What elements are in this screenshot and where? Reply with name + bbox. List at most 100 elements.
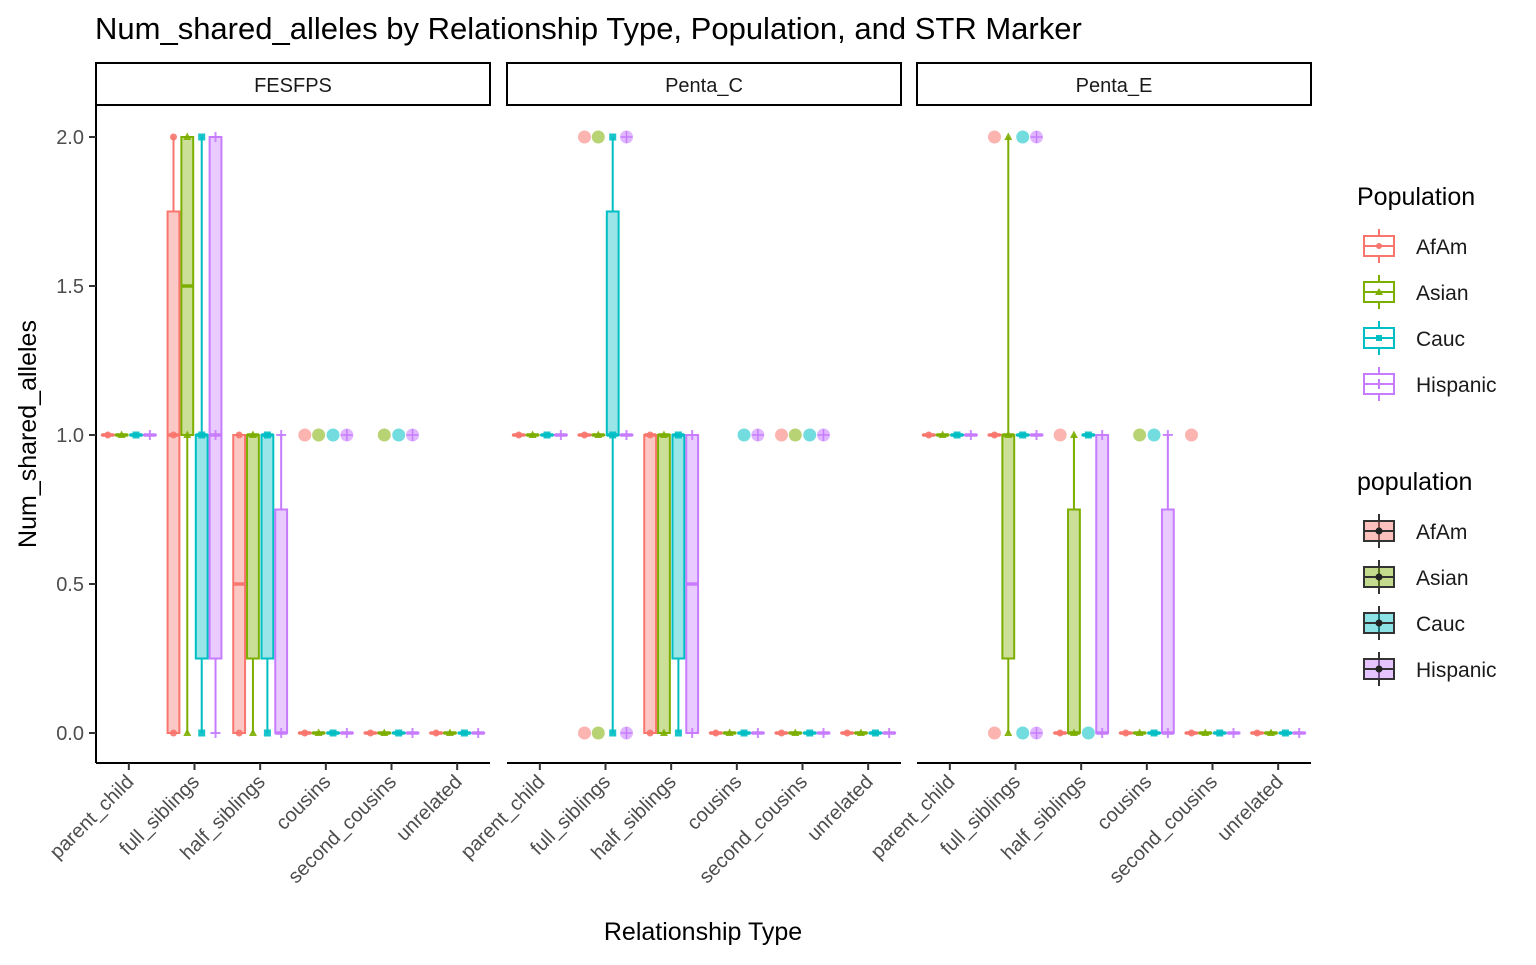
facet-strip (506, 62, 902, 106)
data-point-circle (1122, 729, 1130, 737)
data-point-circle (169, 729, 177, 737)
legend-item-label: Hispanic (1416, 374, 1497, 397)
y-tick-label: 0.0 (56, 723, 84, 745)
data-point-circle (235, 431, 243, 439)
outlier-point (774, 428, 788, 442)
outlier-point (1184, 428, 1198, 442)
data-point-circle (1253, 729, 1261, 737)
legend-key-marker (1375, 619, 1383, 627)
box-body (1095, 434, 1110, 734)
y-tick-label: 2.0 (56, 127, 84, 149)
data-point-triangle (1069, 728, 1078, 736)
data-point-square (871, 729, 879, 737)
outlier-point (1053, 428, 1067, 442)
outlier-point (577, 130, 591, 144)
data-point-square (543, 431, 551, 439)
data-point-circle (843, 729, 851, 737)
facet-strip-label: Penta_C (665, 75, 743, 97)
data-point-square (674, 729, 682, 737)
box-body (208, 136, 223, 660)
data-point-square (460, 729, 468, 737)
box-body (1160, 508, 1175, 734)
x-tick-label: unrelated (803, 771, 878, 846)
outlier-point (298, 428, 312, 442)
outlier-point (987, 130, 1001, 144)
data-point-triangle (380, 728, 389, 736)
data-point-square (609, 133, 617, 141)
data-point-circle (777, 729, 785, 737)
data-point-triangle (1201, 728, 1210, 736)
data-point-square (132, 431, 140, 439)
outlier-point (1016, 130, 1030, 144)
data-point-circle (990, 431, 998, 439)
data-point-circle (169, 133, 177, 141)
data-point-triangle (659, 728, 668, 736)
legend-key-marker (1375, 288, 1383, 295)
data-point-triangle (1004, 728, 1013, 736)
legend-key-marker (1376, 335, 1382, 341)
data-point-square (1281, 729, 1289, 737)
box-body (166, 210, 181, 734)
data-point-square (198, 729, 206, 737)
data-point-square (1019, 431, 1027, 439)
outlier-point (591, 726, 605, 740)
data-point-square (198, 133, 206, 141)
facet-strip-label: FESFPS (254, 75, 332, 97)
legend-item-label: Cauc (1416, 613, 1465, 636)
data-point-square (1216, 729, 1224, 737)
data-point-triangle (856, 728, 865, 736)
facet-strip (95, 62, 491, 106)
legend-title: Population (1357, 183, 1475, 211)
data-point-square (263, 729, 271, 737)
legend-item-label: Hispanic (1416, 659, 1497, 682)
box-body (1067, 508, 1081, 734)
data-point-square (1150, 729, 1158, 737)
box-body (274, 508, 289, 734)
box-body (671, 434, 686, 660)
data-point-square (609, 729, 617, 737)
y-tick-label: 0.5 (56, 574, 84, 596)
legend-layer: Population AfAm Asian Cauc Hispanic populatio… (1357, 183, 1497, 686)
data-point-triangle (248, 430, 257, 438)
x-tick-label: cousins (1093, 771, 1157, 835)
data-point-circle (432, 729, 440, 737)
data-point-triangle (659, 430, 668, 438)
data-point-square (329, 729, 337, 737)
data-point-circle (1056, 729, 1064, 737)
data-point-circle (169, 431, 177, 439)
outlier-point (737, 428, 751, 442)
outlier-point (803, 428, 817, 442)
data-point-circle (366, 729, 374, 737)
data-point-square (395, 729, 403, 737)
outlier-point (377, 428, 391, 442)
y-tick-label: 1.5 (56, 276, 84, 298)
data-point-circle (580, 431, 588, 439)
facet-strip-label: Penta_E (1076, 75, 1153, 97)
outlier-point (312, 428, 326, 442)
legend-key-marker (1375, 573, 1383, 581)
box-body (1001, 434, 1016, 660)
y-axis-label: Num_shared_alleles (14, 320, 42, 548)
outlier-point (577, 726, 591, 740)
outlier-point (326, 428, 340, 442)
box-body (246, 434, 260, 660)
legend-item-label: Asian (1416, 567, 1469, 590)
data-point-triangle (1135, 728, 1144, 736)
data-point-triangle (183, 728, 192, 736)
data-point-circle (646, 729, 654, 737)
data-point-triangle (938, 430, 947, 438)
outlier-point (1133, 428, 1147, 442)
data-point-square (740, 729, 748, 737)
data-point-circle (104, 431, 112, 439)
x-tick-label: unrelated (1213, 771, 1288, 846)
data-point-triangle (1004, 430, 1013, 438)
data-point-square (1084, 431, 1092, 439)
x-axis-label: Relationship Type (604, 918, 802, 946)
data-point-triangle (183, 132, 192, 140)
facet-strip (916, 62, 1312, 106)
data-point-triangle (314, 728, 323, 736)
data-point-triangle (791, 728, 800, 736)
data-point-circle (925, 431, 933, 439)
data-point-triangle (1266, 728, 1275, 736)
